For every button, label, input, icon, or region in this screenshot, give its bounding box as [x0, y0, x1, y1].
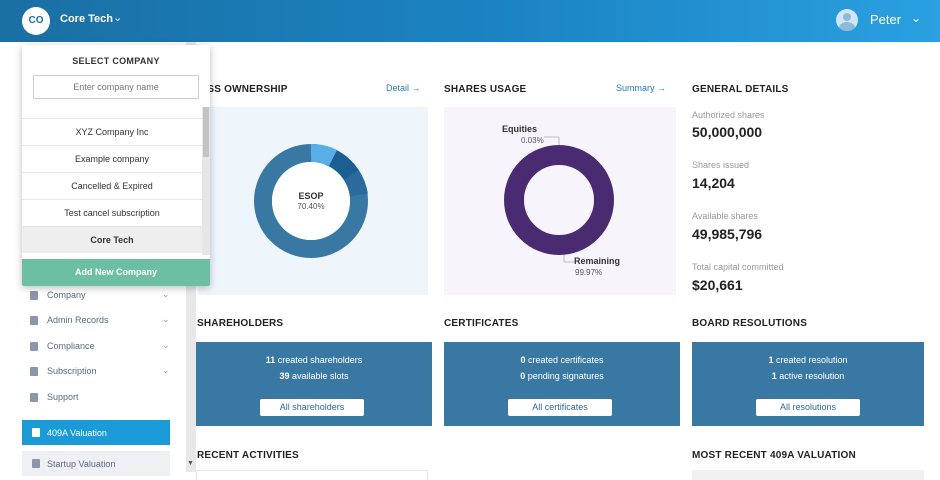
certificates-card: 0 created certificates 0 pending signatu… [444, 342, 680, 426]
available-shares-value: 49,985,796 [692, 226, 763, 242]
class-ownership-title: ASS OWNERSHIP [200, 84, 288, 95]
shareholders-created: 11 created shareholders [265, 355, 363, 365]
esop-label: ESOP [298, 191, 324, 201]
ring-segment-light [310, 144, 337, 167]
company-search-input[interactable] [33, 75, 199, 99]
class-ownership-panel: ESOP 70.40% [198, 107, 428, 295]
chart-icon [32, 459, 40, 468]
company-option-example[interactable]: Example company [22, 145, 202, 172]
shares-donut-chart [504, 136, 614, 263]
all-shareholders-button[interactable]: All shareholders [260, 399, 364, 416]
shares-usage-panel: Equities 0.03% Remaining 99.97% [444, 107, 676, 295]
remaining-ring-segment [504, 145, 614, 255]
sidebar-item-support[interactable]: Support [30, 391, 174, 407]
donut-hole [272, 162, 350, 240]
remaining-label: Remaining [574, 256, 621, 266]
company-option-xyz[interactable]: XYZ Company Inc [22, 118, 202, 145]
all-resolutions-button[interactable]: All resolutions [756, 399, 860, 416]
add-new-company-button[interactable]: Add New Company [22, 259, 210, 286]
building-icon [30, 291, 38, 300]
dropdown-scroll-thumb[interactable] [203, 107, 209, 157]
company-dropdown: SELECT COMPANY XYZ Company Inc Example c… [22, 45, 210, 286]
dropdown-title: SELECT COMPANY [72, 56, 160, 66]
chevron-down-icon: ⌄ [162, 289, 170, 299]
authorized-shares-value: 50,000,000 [692, 124, 763, 140]
authorized-shares-label: Authorized shares [692, 110, 765, 120]
recent-activities-panel [196, 470, 428, 480]
detail-link[interactable]: Detail → [386, 83, 421, 93]
shareholders-available: 39 available slots [279, 371, 349, 381]
equities-label: Equities [502, 124, 538, 134]
user-menu[interactable]: Peter [870, 12, 902, 27]
company-switcher[interactable]: Core Tech [60, 13, 113, 25]
shares-usage-title: SHARES USAGE [444, 84, 527, 95]
chevron-down-icon: ⌄ [162, 340, 170, 350]
resolutions-active: 1 active resolution [771, 371, 845, 381]
equities-value: 0.03% [521, 136, 544, 145]
recent-409a-panel [692, 470, 924, 480]
sidebar-item-subscription[interactable]: Subscription ⌄ [30, 365, 174, 381]
shareholders-title: SHAREHOLDERS [197, 318, 284, 329]
shares-issued-label: Shares issued [692, 160, 750, 170]
company-avatar[interactable]: CO [22, 7, 50, 35]
support-icon [30, 393, 38, 402]
valuation-409a-button[interactable]: 409A Valuation [22, 420, 170, 445]
ring-segment-mid [343, 169, 368, 197]
certificates-title: CERTIFICATES [444, 318, 519, 329]
company-option-cancelled[interactable]: Cancelled & Expired [22, 172, 202, 199]
summary-link[interactable]: Summary → [616, 83, 667, 93]
recent-409a-title: MOST RECENT 409A VALUATION [692, 450, 856, 461]
company-option-core-tech[interactable]: Core Tech [22, 226, 202, 253]
esop-donut-chart [254, 144, 368, 258]
all-certificates-button[interactable]: All certificates [508, 399, 612, 416]
shield-icon [30, 342, 38, 351]
recent-activities-title: RECENT ACTIVITIES [197, 450, 299, 461]
total-capital-label: Total capital committed [692, 262, 784, 272]
scroll-down-icon[interactable]: ▼ [187, 460, 194, 467]
company-option-test-cancel[interactable]: Test cancel subscription [22, 199, 202, 226]
chevron-down-icon: ⌄ [162, 314, 170, 324]
general-details-title: GENERAL DETAILS [692, 84, 789, 95]
dropdown-scrollbar[interactable] [202, 107, 210, 255]
esop-value: 70.40% [297, 202, 325, 211]
top-header: CO Core Tech ⌄ Peter ⌄ [0, 0, 940, 42]
subscription-icon [30, 367, 38, 376]
board-resolutions-card: 1 created resolution 1 active resolution… [692, 342, 924, 426]
board-resolutions-title: BOARD RESOLUTIONS [692, 318, 808, 329]
shares-issued-value: 14,204 [692, 175, 735, 191]
document-icon [30, 316, 38, 325]
sidebar-item-admin-records[interactable]: Admin Records ⌄ [30, 314, 174, 330]
sidebar-item-compliance[interactable]: Compliance ⌄ [30, 340, 174, 356]
resolutions-created: 1 created resolution [768, 355, 848, 365]
remaining-value: 99.97% [575, 268, 603, 277]
total-capital-value: $20,661 [692, 277, 743, 293]
chevron-down-icon[interactable]: ⌄ [113, 12, 123, 24]
chevron-down-icon: ⌄ [162, 365, 170, 375]
user-avatar-icon[interactable] [836, 9, 858, 31]
chart-icon [32, 428, 40, 437]
certificates-pending: 0 pending signatures [520, 371, 604, 381]
sidebar-item-company[interactable]: Company ⌄ [30, 289, 174, 305]
chevron-down-icon[interactable]: ⌄ [911, 11, 922, 25]
certificates-created: 0 created certificates [520, 355, 604, 365]
startup-valuation-button[interactable]: Startup Valuation [22, 451, 170, 476]
available-shares-label: Available shares [692, 211, 758, 221]
shareholders-card: 11 created shareholders 39 available slo… [196, 342, 432, 426]
